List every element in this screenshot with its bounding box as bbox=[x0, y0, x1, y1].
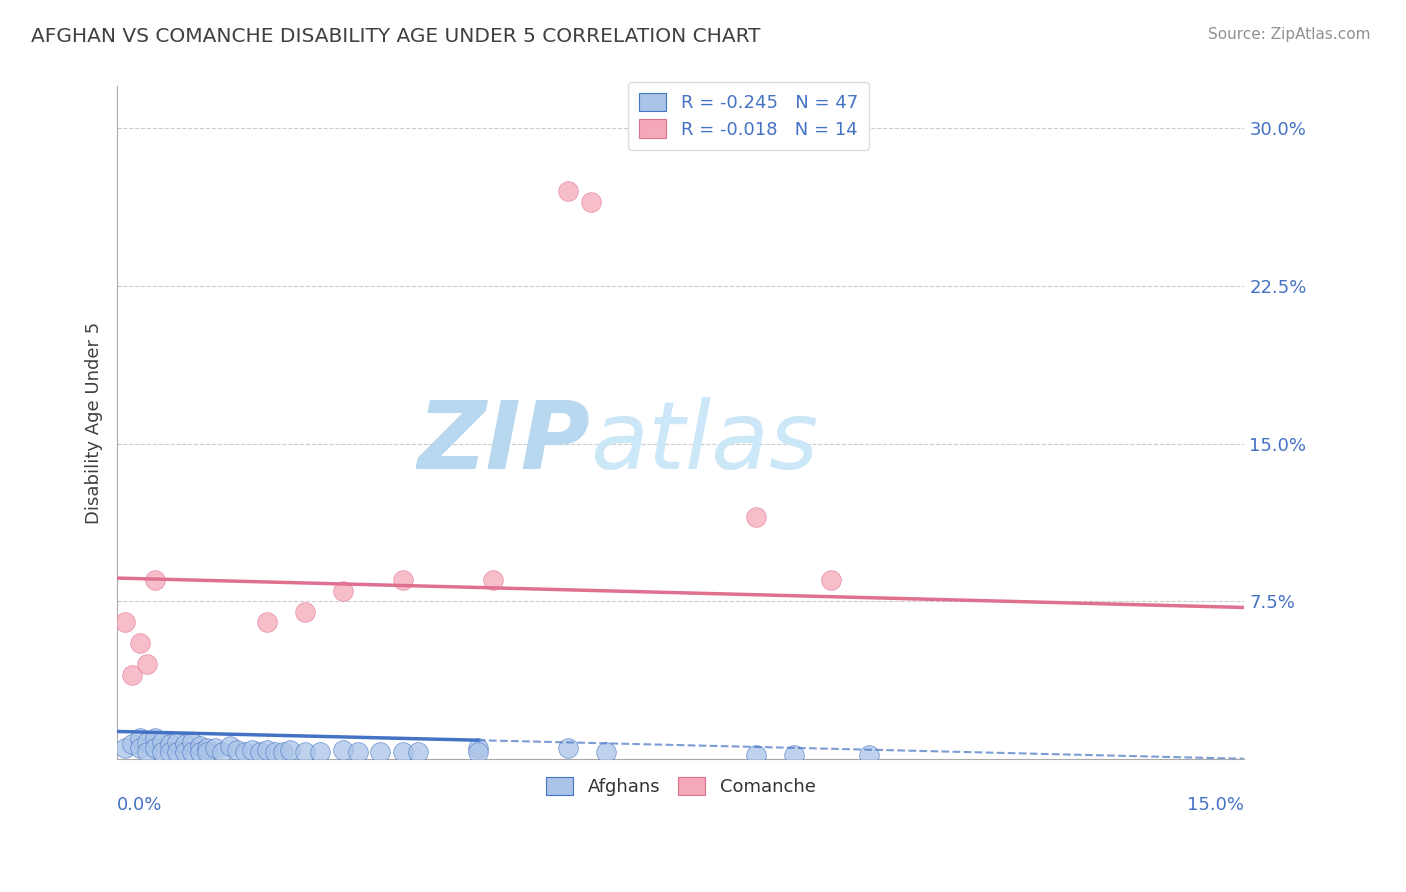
Text: 0.0%: 0.0% bbox=[117, 796, 163, 814]
Point bbox=[219, 739, 242, 754]
Point bbox=[159, 746, 181, 760]
Point bbox=[271, 746, 294, 760]
Point bbox=[150, 746, 173, 760]
Point bbox=[173, 737, 195, 751]
Point bbox=[143, 741, 166, 756]
Point bbox=[114, 615, 136, 630]
Point bbox=[782, 747, 804, 762]
Text: AFGHAN VS COMANCHE DISABILITY AGE UNDER 5 CORRELATION CHART: AFGHAN VS COMANCHE DISABILITY AGE UNDER … bbox=[31, 27, 761, 45]
Point bbox=[467, 746, 489, 760]
Y-axis label: Disability Age Under 5: Disability Age Under 5 bbox=[86, 321, 103, 524]
Point bbox=[294, 746, 316, 760]
Point bbox=[114, 741, 136, 756]
Point bbox=[150, 735, 173, 749]
Point bbox=[745, 510, 768, 524]
Point bbox=[557, 741, 579, 756]
Point bbox=[467, 741, 489, 756]
Point bbox=[256, 743, 278, 757]
Point bbox=[264, 746, 287, 760]
Point bbox=[332, 583, 354, 598]
Point bbox=[278, 743, 301, 757]
Point bbox=[332, 743, 354, 757]
Point bbox=[391, 573, 413, 587]
Point bbox=[159, 737, 181, 751]
Point bbox=[128, 741, 150, 756]
Point bbox=[242, 743, 264, 757]
Text: Source: ZipAtlas.com: Source: ZipAtlas.com bbox=[1208, 27, 1371, 42]
Point bbox=[226, 743, 249, 757]
Text: ZIP: ZIP bbox=[418, 397, 591, 489]
Text: atlas: atlas bbox=[591, 397, 818, 488]
Point bbox=[595, 746, 617, 760]
Point bbox=[858, 747, 880, 762]
Point bbox=[346, 746, 368, 760]
Point bbox=[211, 746, 233, 760]
Point bbox=[128, 731, 150, 745]
Point bbox=[143, 573, 166, 587]
Point bbox=[309, 746, 332, 760]
Point bbox=[166, 735, 188, 749]
Legend: Afghans, Comanche: Afghans, Comanche bbox=[538, 770, 823, 804]
Point bbox=[249, 746, 271, 760]
Point bbox=[391, 746, 413, 760]
Point bbox=[406, 746, 429, 760]
Point bbox=[294, 605, 316, 619]
Point bbox=[136, 746, 159, 760]
Text: 15.0%: 15.0% bbox=[1188, 796, 1244, 814]
Point bbox=[143, 731, 166, 745]
Point bbox=[482, 573, 505, 587]
Point bbox=[195, 746, 218, 760]
Point bbox=[233, 746, 256, 760]
Point bbox=[121, 667, 143, 681]
Point bbox=[557, 185, 579, 199]
Point bbox=[256, 615, 278, 630]
Point bbox=[166, 746, 188, 760]
Point bbox=[121, 737, 143, 751]
Point bbox=[745, 747, 768, 762]
Point bbox=[820, 573, 842, 587]
Point bbox=[579, 194, 602, 209]
Point bbox=[188, 746, 211, 760]
Point bbox=[195, 741, 218, 756]
Point bbox=[368, 746, 391, 760]
Point bbox=[136, 657, 159, 672]
Point bbox=[181, 746, 204, 760]
Point bbox=[188, 739, 211, 754]
Point bbox=[204, 741, 226, 756]
Point bbox=[181, 735, 204, 749]
Point bbox=[128, 636, 150, 650]
Point bbox=[173, 746, 195, 760]
Point bbox=[136, 735, 159, 749]
